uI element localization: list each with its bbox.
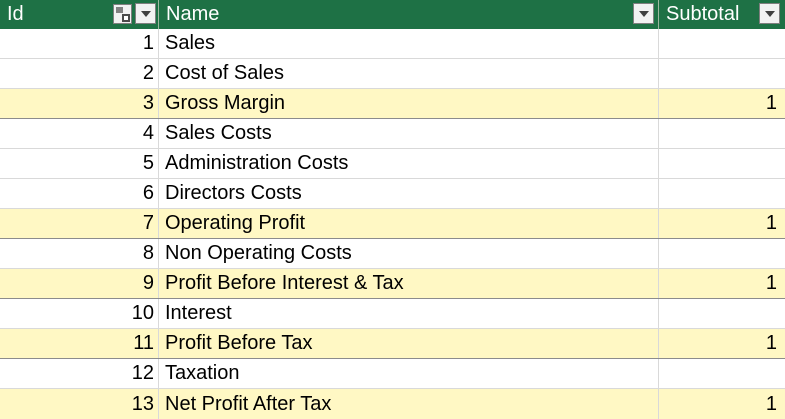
table-row: 2 Cost of Sales [0,59,785,89]
column-header-id[interactable]: Id [0,0,159,29]
cell-id[interactable]: 10 [0,299,159,328]
filter-dropdown-button[interactable] [759,3,780,24]
chevron-down-icon [764,10,775,17]
cell-id[interactable]: 3 [0,89,159,118]
cell-name[interactable]: Administration Costs [159,149,659,178]
cell-subtotal[interactable]: 1 [765,332,777,354]
cell-id[interactable]: 8 [0,239,159,268]
cell-subtotal[interactable] [659,239,785,268]
cell-subtotal[interactable] [659,29,785,58]
cell-name[interactable]: Sales [159,29,659,58]
cell-name[interactable]: Non Operating Costs [159,239,659,268]
cell-subtotal[interactable] [659,119,785,148]
chevron-down-icon [638,10,649,17]
cell-name[interactable]: Profit Before Tax [159,329,659,358]
cell-subtotal[interactable] [659,59,785,88]
cell-subtotal[interactable]: 1 [765,212,777,234]
cell-subtotal[interactable]: 1 [765,392,777,415]
table-header: Id Name Subtotal [0,0,785,29]
cell-subtotal[interactable] [659,149,785,178]
table-row-subtotal: 13 Net Profit After Tax 1 [0,389,785,419]
column-header-subtotal[interactable]: Subtotal [659,0,785,29]
column-header-name[interactable]: Name [159,0,659,29]
cell-id[interactable]: 2 [0,59,159,88]
table-body: 1 Sales 2 Cost of Sales 3 Gross Margin 1… [0,29,785,419]
cell-name[interactable]: Taxation [159,359,659,388]
table-row: 6 Directors Costs [0,179,785,209]
table-row: 12 Taxation [0,359,785,389]
cell-id[interactable]: 1 [0,29,159,58]
cell-name[interactable]: Net Profit After Tax [159,389,659,419]
table-row-subtotal: 7 Operating Profit 1 [0,209,785,239]
table-row-subtotal: 9 Profit Before Interest & Tax 1 [0,269,785,299]
cell-id[interactable]: 13 [0,389,159,419]
table-row: 4 Sales Costs [0,119,785,149]
table-row: 5 Administration Costs [0,149,785,179]
cell-subtotal[interactable] [659,299,785,328]
cell-name[interactable]: Profit Before Interest & Tax [159,269,659,298]
cell-subtotal[interactable] [659,359,785,388]
cell-id[interactable]: 4 [0,119,159,148]
cell-subtotal[interactable]: 1 [765,272,777,294]
chevron-down-icon [140,10,151,17]
filter-dropdown-button[interactable] [135,3,156,24]
cell-name[interactable]: Sales Costs [159,119,659,148]
filter-dropdown-button[interactable] [633,3,654,24]
table-row: 10 Interest [0,299,785,329]
table-row-subtotal: 3 Gross Margin 1 [0,89,785,119]
column-header-label: Subtotal [666,3,740,25]
cell-id[interactable]: 12 [0,359,159,388]
cell-name[interactable]: Interest [159,299,659,328]
table-row: 8 Non Operating Costs [0,239,785,269]
cell-name[interactable]: Directors Costs [159,179,659,208]
table-row-subtotal: 11 Profit Before Tax 1 [0,329,785,359]
column-header-label: Id [7,3,24,25]
table-row: 1 Sales [0,29,785,59]
cell-name[interactable]: Operating Profit [159,209,659,238]
cell-id[interactable]: 9 [0,269,159,298]
sort-ascending-icon [113,4,132,24]
cell-id[interactable]: 11 [0,329,159,358]
cell-subtotal[interactable]: 1 [765,92,777,114]
cell-id[interactable]: 6 [0,179,159,208]
cell-name[interactable]: Gross Margin [159,89,659,118]
cell-name[interactable]: Cost of Sales [159,59,659,88]
cell-id[interactable]: 5 [0,149,159,178]
column-header-label: Name [166,3,220,25]
cell-id[interactable]: 7 [0,209,159,238]
cell-subtotal[interactable] [659,179,785,208]
